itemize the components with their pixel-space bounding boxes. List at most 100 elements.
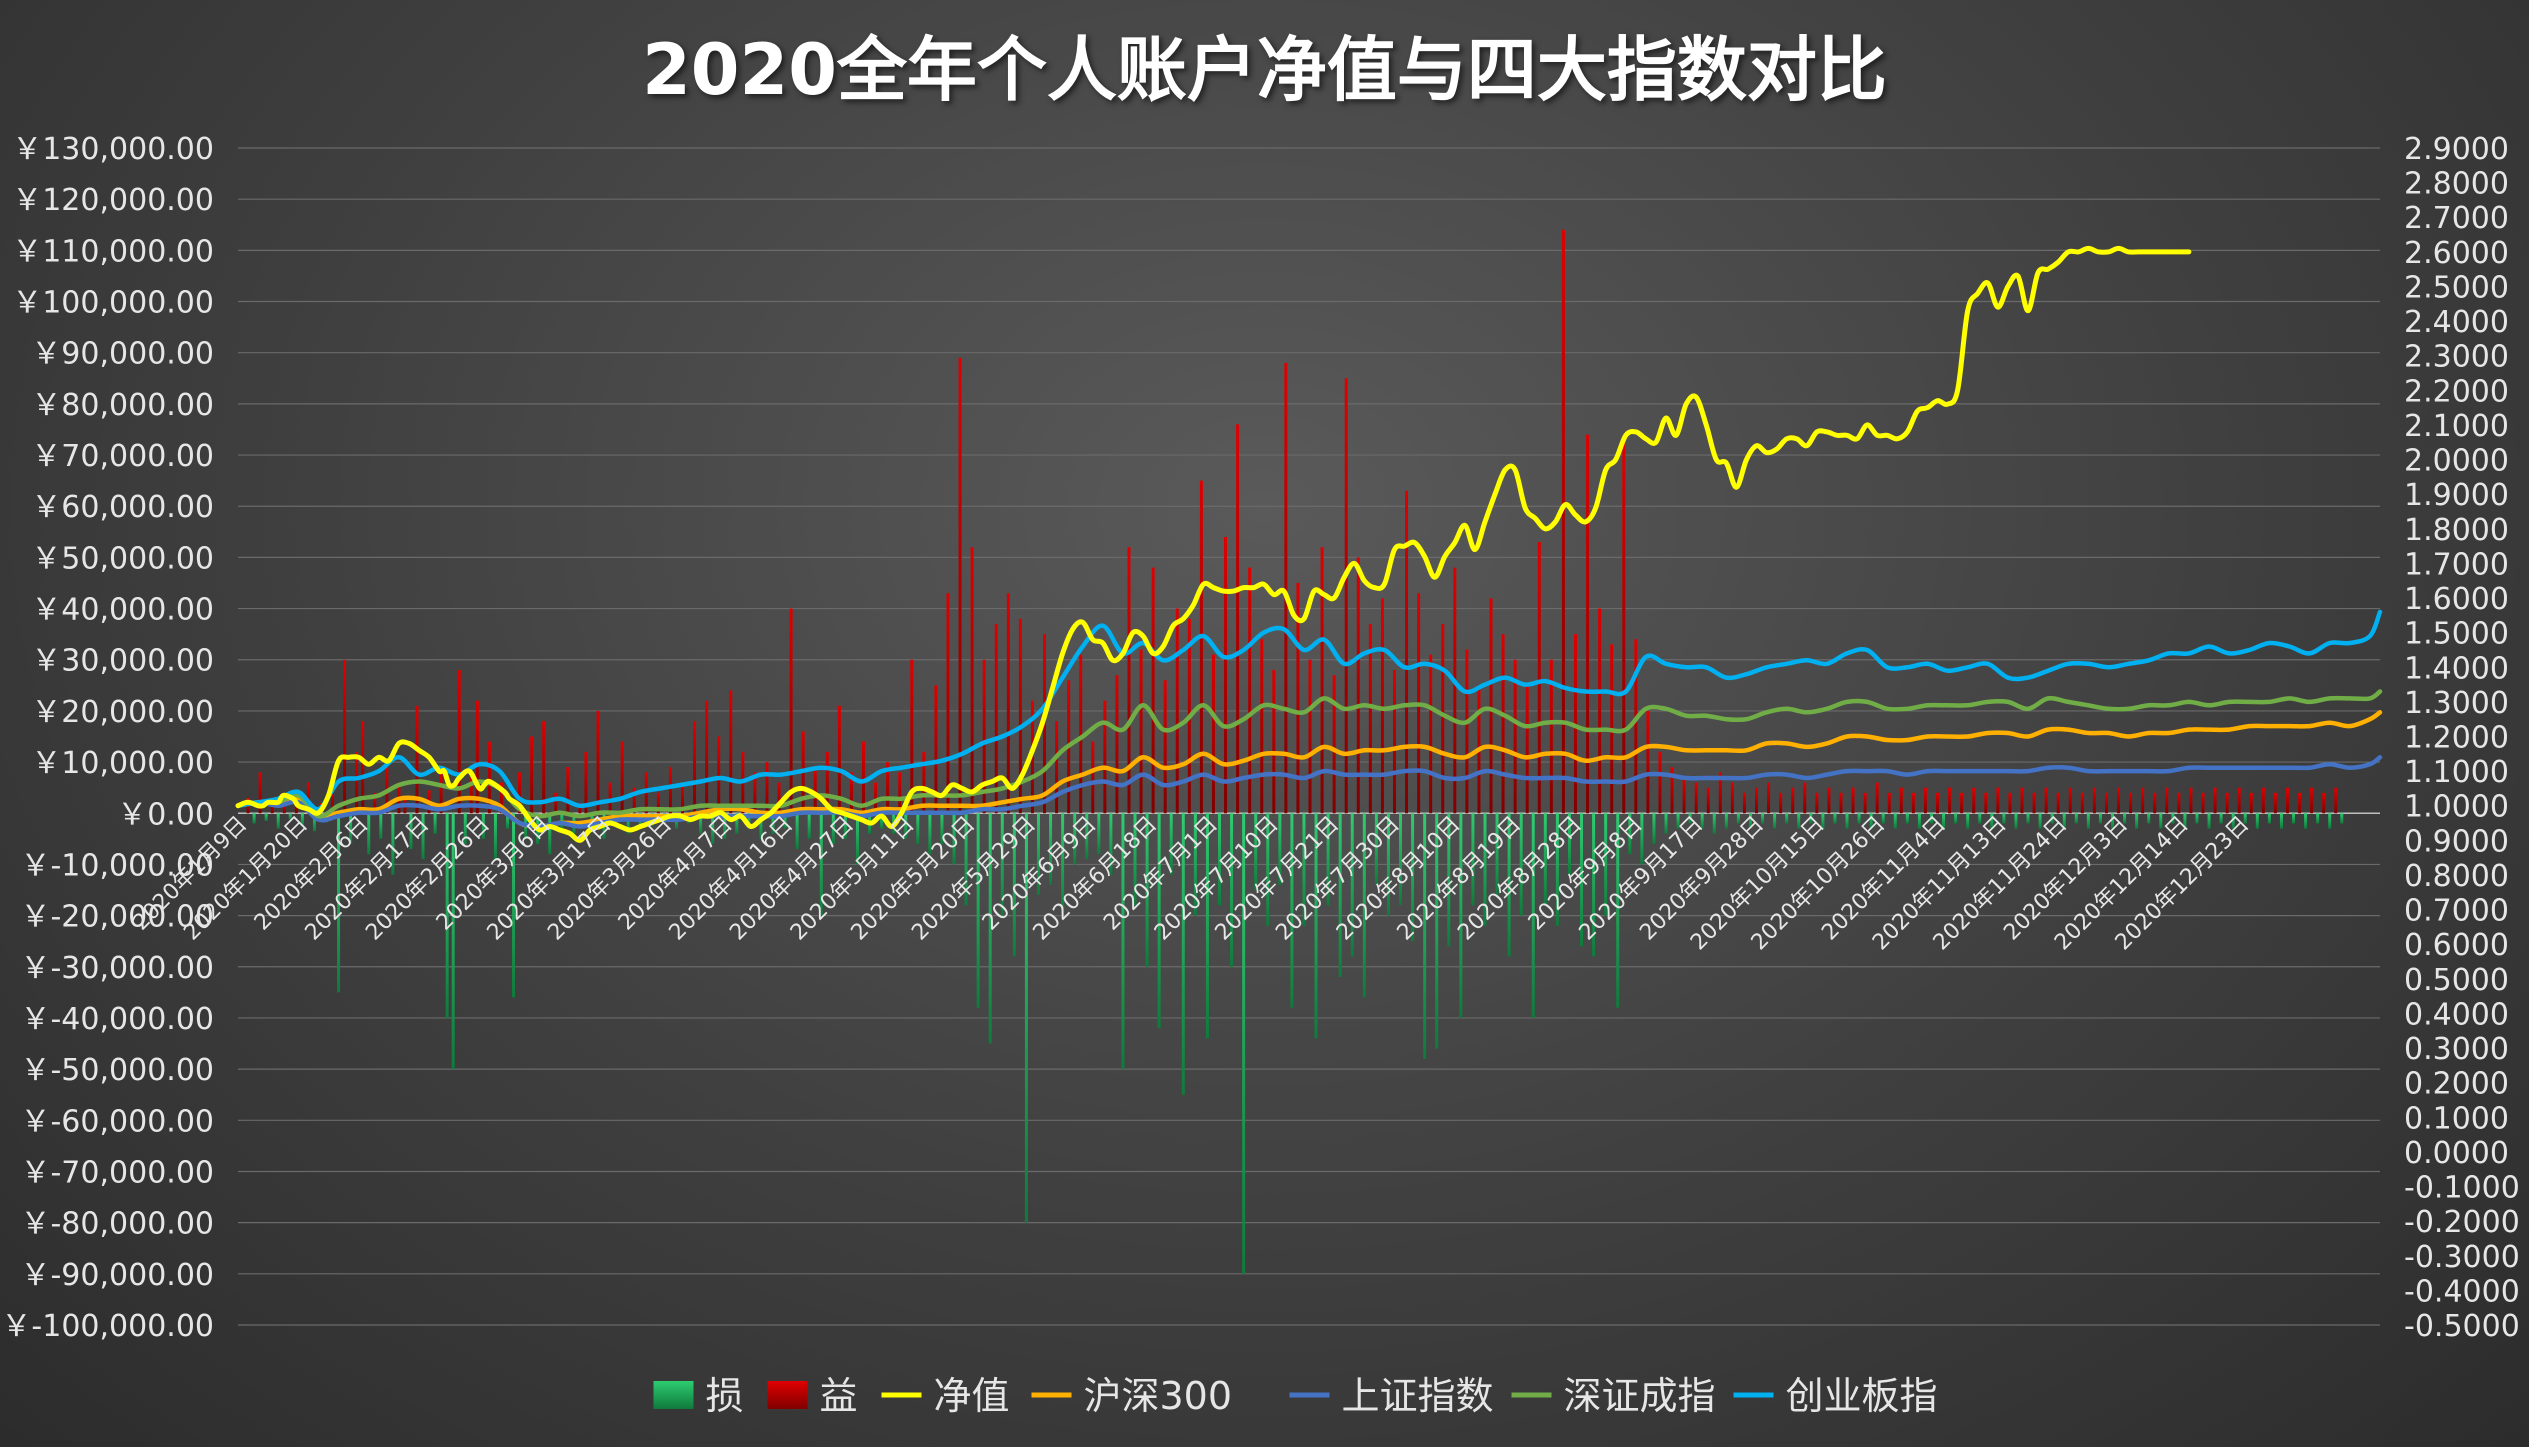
loss-bar: [952, 813, 956, 865]
left-tick-label: ￥80,000.00: [31, 388, 214, 423]
left-tick-label: ￥-60,000.00: [20, 1104, 214, 1139]
profit-bar: [1586, 434, 1590, 814]
profit-bar: [2165, 787, 2169, 814]
profit-bar: [1513, 659, 1517, 814]
profit-bar: [1380, 598, 1384, 814]
loss-bar: [548, 813, 552, 855]
loss-bar: [1350, 813, 1354, 957]
left-tick-label: ￥10,000.00: [31, 746, 214, 781]
profit-bar: [1923, 787, 1927, 814]
profit-bar: [753, 772, 757, 814]
profit-bar: [1706, 787, 1710, 814]
profit-bar: [1839, 792, 1843, 814]
loss-bar: [1821, 813, 1825, 829]
loss-bar: [904, 813, 908, 839]
left-tick-label: ￥0.00: [117, 797, 214, 832]
right-tick-label: 1.9000: [2404, 478, 2509, 513]
legend-item: 损: [653, 1374, 744, 1418]
loss-bar: [1507, 813, 1511, 957]
left-tick-label: ￥110,000.00: [12, 234, 214, 269]
right-tick-label: 0.8000: [2404, 859, 2509, 894]
loss-bar: [783, 813, 787, 829]
left-tick-label: ￥-50,000.00: [20, 1053, 214, 1088]
loss-bar: [1061, 813, 1065, 916]
loss-bar: [1628, 813, 1632, 855]
loss-bar: [1954, 813, 1958, 824]
profit-bar: [1646, 710, 1650, 814]
loss-bar: [1736, 813, 1740, 824]
profit-bar: [1211, 654, 1215, 814]
profit-bar: [1163, 680, 1167, 814]
profit-bar: [1115, 675, 1119, 814]
loss-bar: [831, 813, 835, 844]
profit-bar: [1803, 782, 1807, 814]
profit-bar: [542, 721, 546, 814]
loss-bar: [1748, 813, 1752, 829]
profit-bar: [1018, 618, 1022, 814]
loss-bar: [1326, 813, 1330, 906]
profit-bar: [554, 792, 558, 814]
profit-bar: [1429, 654, 1433, 814]
loss-bar: [1580, 813, 1584, 947]
left-tick-label: ￥70,000.00: [31, 439, 214, 474]
profit-bar: [1175, 608, 1179, 814]
loss-bar: [1109, 813, 1113, 875]
loss-bar: [1809, 813, 1813, 824]
loss-bar: [855, 813, 859, 865]
profit-bar: [487, 741, 491, 814]
loss-bar: [807, 813, 811, 839]
line-chinext: [235, 609, 2383, 812]
loss-bar: [1495, 813, 1499, 896]
legend-item: 创业板指: [1733, 1374, 1938, 1418]
loss-bar: [391, 813, 395, 875]
left-tick-label: ￥50,000.00: [31, 541, 214, 576]
loss-bar: [445, 813, 449, 1018]
loss-bar: [433, 813, 437, 834]
profit-bar: [1091, 741, 1095, 814]
loss-bar: [276, 813, 280, 829]
profit-bar: [934, 685, 938, 814]
profit-bar: [2189, 787, 2193, 814]
profit-bar: [1984, 792, 1988, 814]
profit-bar: [530, 736, 534, 814]
profit-bar: [475, 700, 479, 814]
profit-bar: [729, 690, 733, 814]
profit-bar: [1549, 659, 1553, 814]
profit-bar: [2044, 787, 2048, 814]
profit-bar: [693, 721, 697, 814]
loss-bar: [1978, 813, 1982, 824]
loss-bar: [288, 813, 292, 820]
profit-bar: [1936, 792, 1940, 814]
loss-bar: [1604, 813, 1608, 916]
loss-bar: [1785, 813, 1789, 824]
loss-bar: [1157, 813, 1161, 1029]
loss-bar: [1966, 813, 1970, 829]
profit-bar: [1887, 792, 1891, 814]
profit-bar: [620, 741, 624, 814]
left-tick-label: ￥130,000.00: [12, 132, 214, 167]
legend-swatch: [653, 1381, 694, 1409]
profit-bar: [1960, 792, 1964, 814]
right-tick-label: 1.0000: [2404, 790, 2509, 825]
loss-bar: [699, 813, 703, 834]
profit-bar: [1465, 649, 1469, 814]
right-tick-label: 2.4000: [2404, 305, 2509, 340]
profit-bar: [2249, 792, 2253, 814]
right-tick-label: 2.1000: [2404, 409, 2509, 444]
loss-bar: [2135, 813, 2139, 829]
profit-bar: [258, 772, 262, 814]
profit-bar: [862, 741, 866, 814]
loss-bar: [1917, 813, 1921, 829]
profit-bar: [2153, 792, 2157, 814]
profit-bar: [499, 782, 503, 814]
loss-bar: [1290, 813, 1294, 1008]
right-tick-label: -0.3000: [2404, 1240, 2520, 1275]
loss-bar: [1652, 813, 1656, 844]
loss-bar: [1423, 813, 1427, 1059]
left-tick-label: ￥-10,000.00: [20, 848, 214, 883]
loss-bar: [2123, 813, 2127, 824]
profit-bar: [2285, 787, 2289, 814]
loss-bar: [1567, 813, 1571, 875]
legend: 损 益 净值 沪深300 上证指数 深证成指 创业板指: [653, 1374, 1938, 1418]
right-tick-label: -0.4000: [2404, 1274, 2520, 1309]
